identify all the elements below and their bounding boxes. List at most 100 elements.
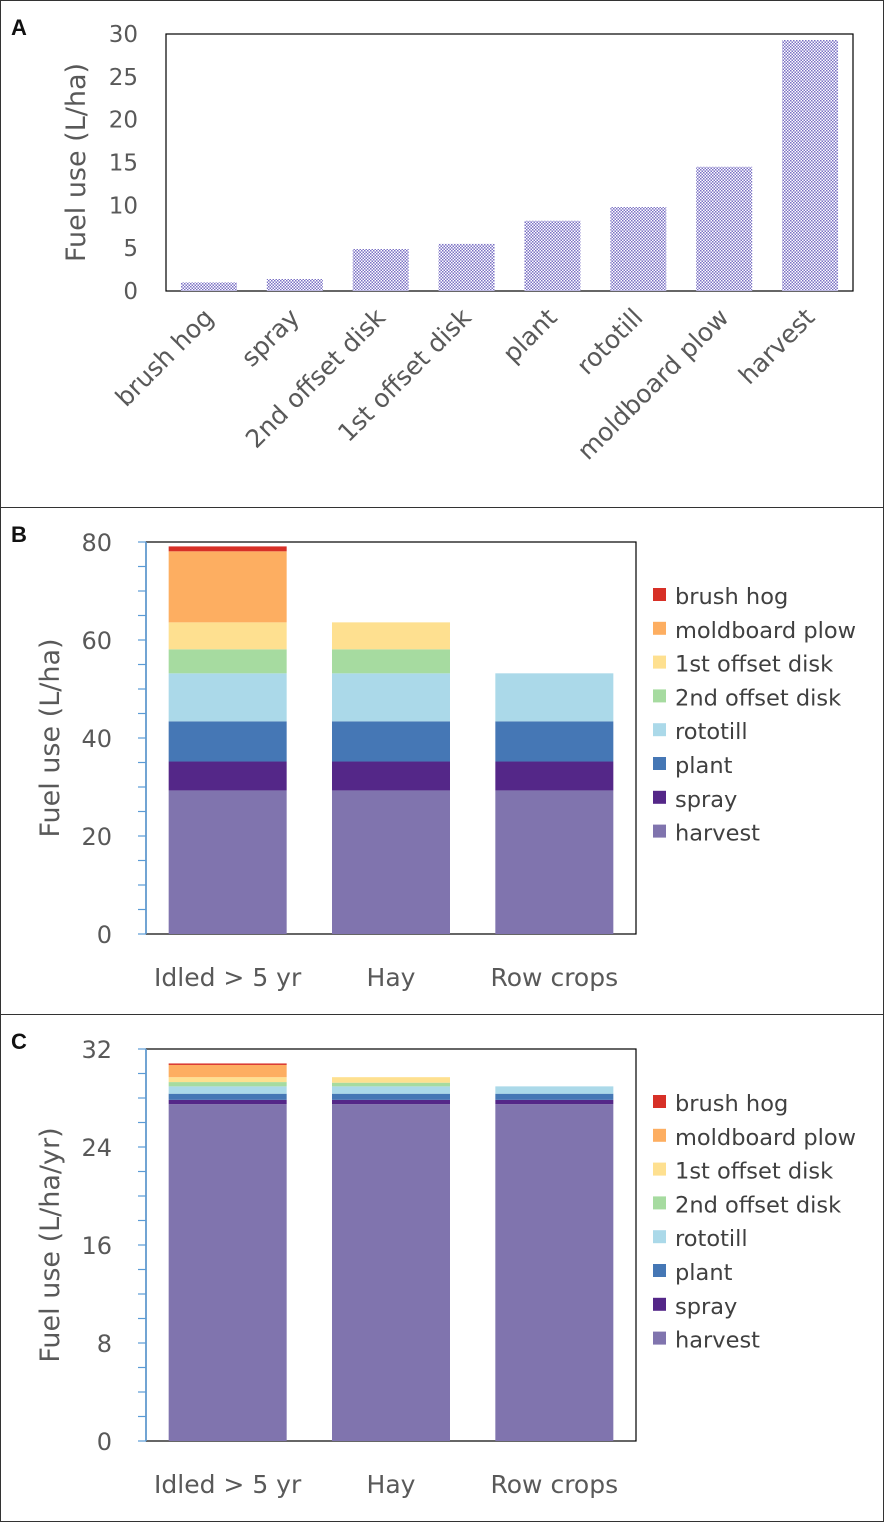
bar-spray: [266, 279, 323, 291]
y-axis-title: Fuel use (L/ha): [35, 638, 66, 837]
legend-label-rototill: rototill: [675, 1226, 748, 1252]
bar-segment-rototill: [495, 1086, 614, 1094]
x-tick-label: Idled > 5 yr: [154, 963, 302, 992]
legend-swatch-harvest: [653, 1331, 666, 1345]
legend-swatch-rototill: [653, 723, 666, 737]
bar-segment-harvest: [332, 790, 450, 934]
x-tick-label: moldboard plow: [572, 303, 735, 466]
legend-label-plant: plant: [675, 753, 733, 779]
chart-b: Idled > 5 yr Hay Row crops 0 20 40 60 80 Fuel us…: [35, 529, 856, 992]
panel-a: A 0 5 10 15 20 25 30 Fuel use (L/ha) brush hog sp…: [0, 0, 884, 508]
y-tick-label: 20: [109, 108, 138, 134]
bar-2nd-offset-disk: [352, 249, 409, 291]
x-tick-label: Idled > 5 yr: [154, 1470, 302, 1499]
bar-segment-1st-offset-disk: [332, 1077, 450, 1083]
legend-swatch-spray: [653, 1297, 666, 1311]
legend-swatch-moldboard-plow: [653, 1128, 666, 1142]
bar-segment-plant: [332, 1093, 450, 1100]
bar-segment-harvest: [332, 1104, 450, 1441]
x-tick-label: harvest: [733, 303, 820, 390]
legend-label-spray: spray: [675, 1294, 737, 1320]
legend-swatch-brush-hog: [653, 1095, 666, 1108]
y-tick-label: 16: [81, 1232, 112, 1260]
y-tick-label: 40: [81, 725, 112, 753]
y-tick-label: 0: [97, 1428, 112, 1456]
bar-segment-plant: [168, 721, 287, 762]
legend-swatch-2nd-offset-disk: [653, 1196, 666, 1210]
y-tick-label: 15: [109, 151, 138, 177]
y-tick-label: 24: [81, 1134, 112, 1162]
legend-label-1st-offset-disk: 1st offset disk: [675, 1159, 833, 1185]
panel-c-label: C: [11, 1029, 27, 1054]
bar-segment-rototill: [332, 1086, 450, 1094]
legend-swatch-1st-offset-disk: [653, 1162, 666, 1176]
bar-segment-plant: [495, 721, 614, 762]
chart-a-plot-area: [165, 33, 854, 292]
x-tick-label: Row crops: [491, 1470, 619, 1499]
legend-swatch-brush-hog: [653, 588, 666, 601]
bar-segment-harvest: [495, 1104, 614, 1441]
bar-segment-1st-offset-disk: [168, 1077, 287, 1083]
bar-segment-rototill: [168, 1086, 287, 1094]
legend-label-spray: spray: [675, 787, 737, 813]
x-tick-label: brush hog: [110, 303, 219, 412]
y-tick-label: 0: [123, 279, 138, 305]
bar-segment-plant: [168, 1093, 287, 1100]
bar-segment-plant: [495, 1093, 614, 1100]
y-tick-label: 25: [109, 65, 138, 91]
bar-moldboard-plow: [696, 166, 753, 291]
bar-segment-brush-hog: [168, 546, 287, 552]
bar-segment-rototill: [495, 673, 614, 722]
y-tick-label: 20: [81, 823, 112, 851]
y-tick-label: 32: [81, 1036, 112, 1064]
bar-rototill: [610, 207, 667, 291]
legend-swatch-moldboard-plow: [653, 621, 666, 635]
bar-segment-rototill: [332, 673, 450, 722]
legend-label-moldboard-plow: moldboard plow: [675, 618, 856, 644]
legend-swatch-rototill: [653, 1230, 666, 1244]
y-tick-label: 5: [123, 236, 138, 262]
bar-harvest: [782, 39, 839, 291]
legend-label-plant: plant: [675, 1260, 733, 1286]
bar-segment-spray: [495, 761, 614, 791]
legend-swatch-1st-offset-disk: [653, 655, 666, 669]
bar-segment-spray: [332, 1099, 450, 1105]
panel-b-label: B: [11, 522, 27, 547]
bar-segment-moldboard-plow: [168, 1064, 287, 1078]
y-tick-label: 30: [109, 22, 138, 48]
bar-plant: [524, 220, 581, 291]
panel-b: B Idled > 5 yr Hay Row crops 0 20 40 60 80 Fuel …: [0, 507, 884, 1015]
bar-1st-offset-disk: [438, 243, 495, 291]
legend-label-2nd-offset-disk: 2nd offset disk: [675, 1192, 841, 1218]
bar-segment-harvest: [168, 790, 287, 934]
bar-segment-harvest: [495, 790, 614, 934]
legend-label-2nd-offset-disk: 2nd offset disk: [675, 685, 841, 711]
legend-label-brush-hog: brush hog: [675, 584, 788, 610]
x-tick-label: Hay: [367, 963, 416, 992]
legend-label-moldboard-plow: moldboard plow: [675, 1125, 856, 1151]
legend-label-rototill: rototill: [675, 719, 748, 745]
legend-swatch-plant: [653, 757, 666, 770]
y-tick-label: 60: [81, 627, 112, 655]
bar-segment-spray: [495, 1099, 614, 1105]
bar-segment-2nd-offset-disk: [332, 649, 450, 674]
bar-segment-1st-offset-disk: [332, 622, 450, 650]
legend-swatch-2nd-offset-disk: [653, 689, 666, 703]
bar-segment-brush-hog: [168, 1063, 287, 1065]
bar-segment-spray: [168, 1099, 287, 1105]
y-tick-label: 10: [109, 193, 138, 219]
legend-swatch-plant: [653, 1264, 666, 1277]
legend-swatch-spray: [653, 790, 666, 804]
bar-segment-rototill: [168, 673, 287, 722]
y-tick-label: 8: [97, 1330, 112, 1358]
bar-segment-spray: [332, 761, 450, 791]
legend-swatch-harvest: [653, 824, 666, 838]
bar-segment-2nd-offset-disk: [168, 1082, 287, 1087]
chart-c: Idled > 5 yr Hay Row crops 0 8 16 24 32 Fuel use…: [35, 1036, 856, 1499]
bar-segment-2nd-offset-disk: [168, 649, 287, 674]
panel-a-label: A: [11, 15, 27, 40]
x-tick-label: Hay: [367, 1470, 416, 1499]
legend-label-1st-offset-disk: 1st offset disk: [675, 652, 833, 678]
bar-segment-1st-offset-disk: [168, 622, 287, 650]
x-tick-label: Row crops: [491, 963, 619, 992]
